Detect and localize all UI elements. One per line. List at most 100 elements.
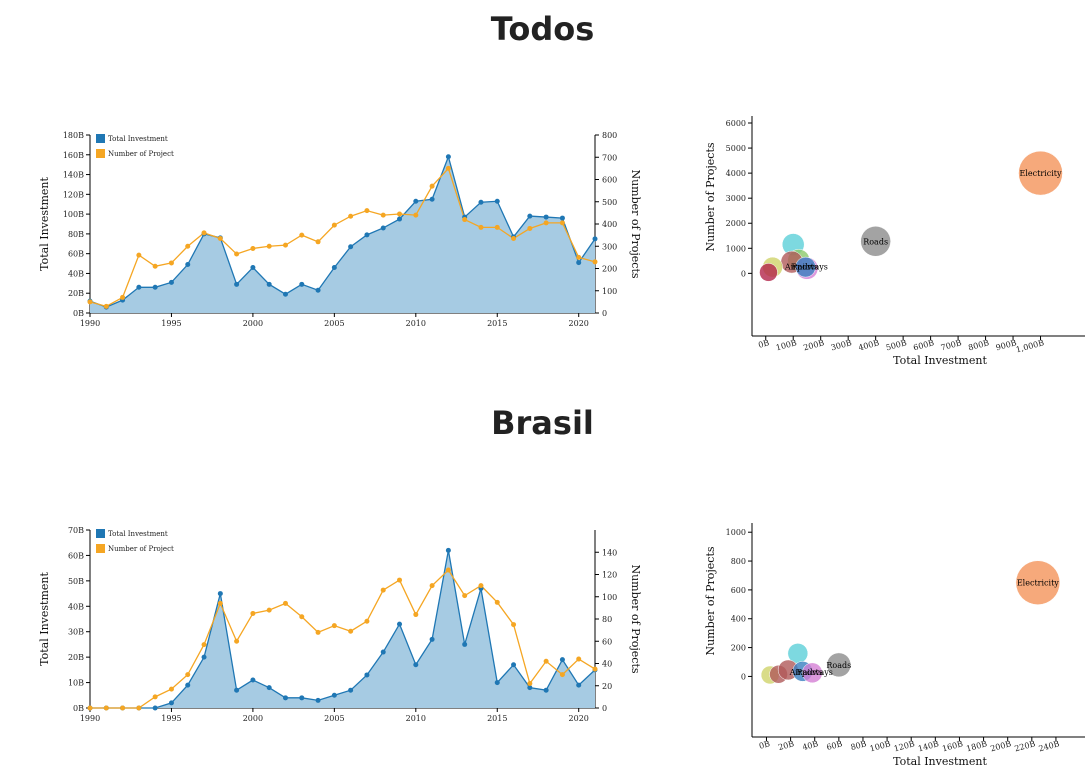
x-tick-label: 180B — [965, 739, 988, 753]
projects-point — [543, 220, 549, 226]
projects-point — [282, 242, 288, 248]
investment-point — [168, 279, 174, 285]
investment-point — [429, 636, 435, 642]
y-tick-label: 30B — [68, 628, 84, 637]
investment-point — [282, 291, 288, 297]
x-axis-label: Total Investment — [893, 354, 987, 367]
bubble — [1015, 560, 1061, 605]
projects-point — [282, 600, 288, 606]
projects-point — [413, 212, 419, 218]
projects-point — [478, 583, 484, 589]
projects-point — [168, 686, 174, 692]
projects-point — [315, 239, 321, 245]
legend-swatch-investment — [96, 529, 105, 538]
investment-point — [331, 265, 337, 271]
investment-point — [494, 198, 500, 204]
x-tick-label: 400B — [857, 338, 880, 352]
bubble-label: Electricity — [1017, 579, 1059, 588]
y2-tick-label: 400 — [602, 220, 617, 229]
legend-label-projects: Number of Project — [108, 150, 174, 158]
y-tick-label: 100B — [63, 210, 84, 219]
investment-point — [266, 281, 272, 287]
projects-point — [120, 294, 126, 300]
investment-point — [380, 225, 386, 231]
y-tick-label: 1000 — [726, 244, 746, 253]
projects-line — [90, 569, 596, 709]
investment-point — [152, 284, 158, 290]
y-tick-label: 120B — [63, 190, 84, 199]
y-tick-label: 40B — [68, 602, 84, 611]
x-tick-label: 500B — [885, 338, 908, 352]
x-tick-label: 2005 — [324, 714, 344, 723]
projects-point — [87, 299, 93, 305]
todos-investment-area-chart: 0B 20B 40B 60B 80B 100B 120B 140B 160B 180B 0 100 20… — [38, 131, 642, 328]
legend-label-investment: Total Investment — [108, 135, 168, 143]
projects-point — [429, 583, 435, 589]
x-tick-label: 160B — [941, 739, 964, 753]
legend-label-projects: Number of Project — [108, 545, 174, 553]
x-tick-label: 2020 — [569, 714, 589, 723]
investment-point — [234, 687, 240, 693]
x-tick-label: 2005 — [324, 319, 344, 328]
projects-point — [234, 251, 240, 257]
bubble-label: Roads — [863, 237, 888, 246]
investment-point — [397, 621, 403, 627]
x-tick-label: 2000 — [243, 714, 263, 723]
investment-point — [282, 695, 288, 701]
y-tick-label: 0 — [741, 672, 746, 681]
investment-area — [90, 550, 595, 708]
x-axis-label: Total Investment — [893, 755, 987, 768]
bubble-label: Electricity — [1020, 169, 1062, 178]
y2-tick-label: 120 — [602, 571, 617, 580]
projects-point — [136, 252, 142, 258]
legend-swatch-projects — [96, 544, 105, 553]
projects-point — [201, 230, 207, 236]
investment-point — [152, 705, 158, 711]
projects-point — [331, 222, 337, 228]
investment-point — [250, 265, 256, 271]
y-axis-label: Number of Projects — [704, 142, 717, 251]
investment-point — [185, 262, 191, 268]
y2-axis-label: Number of Projects — [629, 564, 642, 673]
projects-point — [217, 600, 223, 606]
investment-point — [299, 281, 305, 287]
projects-point — [250, 610, 256, 616]
x-tick-label: 60B — [826, 739, 844, 752]
investment-point — [413, 662, 419, 668]
investment-point — [299, 695, 305, 701]
projects-point — [217, 235, 223, 241]
x-tick-label: 700B — [940, 338, 963, 352]
y-tick-label: 0B — [73, 309, 84, 318]
y-tick-label: 0B — [73, 704, 84, 713]
projects-point — [559, 672, 565, 678]
y-tick-label: 50B — [68, 577, 84, 586]
y-tick-label: 1000 — [726, 528, 746, 537]
x-tick-label: 2015 — [487, 714, 507, 723]
y-tick-label: 3000 — [726, 194, 746, 203]
investment-point — [201, 654, 207, 660]
investment-point — [380, 649, 386, 655]
projects-point — [380, 587, 386, 593]
projects-point — [185, 672, 191, 678]
y-tick-label: 200 — [731, 644, 746, 653]
y-tick-label: 5000 — [726, 144, 746, 153]
investment-point — [576, 260, 582, 266]
investment-point — [348, 244, 354, 250]
y-tick-label: 40B — [68, 269, 84, 278]
y2-tick-label: 100 — [602, 287, 617, 296]
projects-point — [445, 567, 451, 573]
projects-point — [527, 681, 533, 687]
projects-point — [462, 593, 468, 599]
bubble — [795, 256, 816, 278]
x-tick-label: 300B — [830, 338, 853, 352]
x-tick-label: 20B — [777, 739, 795, 752]
investment-point — [429, 196, 435, 202]
y-tick-label: 600 — [731, 586, 746, 595]
investment-point — [185, 682, 191, 688]
y2-tick-label: 0 — [602, 309, 607, 318]
projects-point — [397, 577, 403, 583]
bubble — [802, 662, 823, 684]
projects-point — [348, 628, 354, 634]
projects-point — [87, 705, 93, 711]
projects-point — [120, 705, 126, 711]
